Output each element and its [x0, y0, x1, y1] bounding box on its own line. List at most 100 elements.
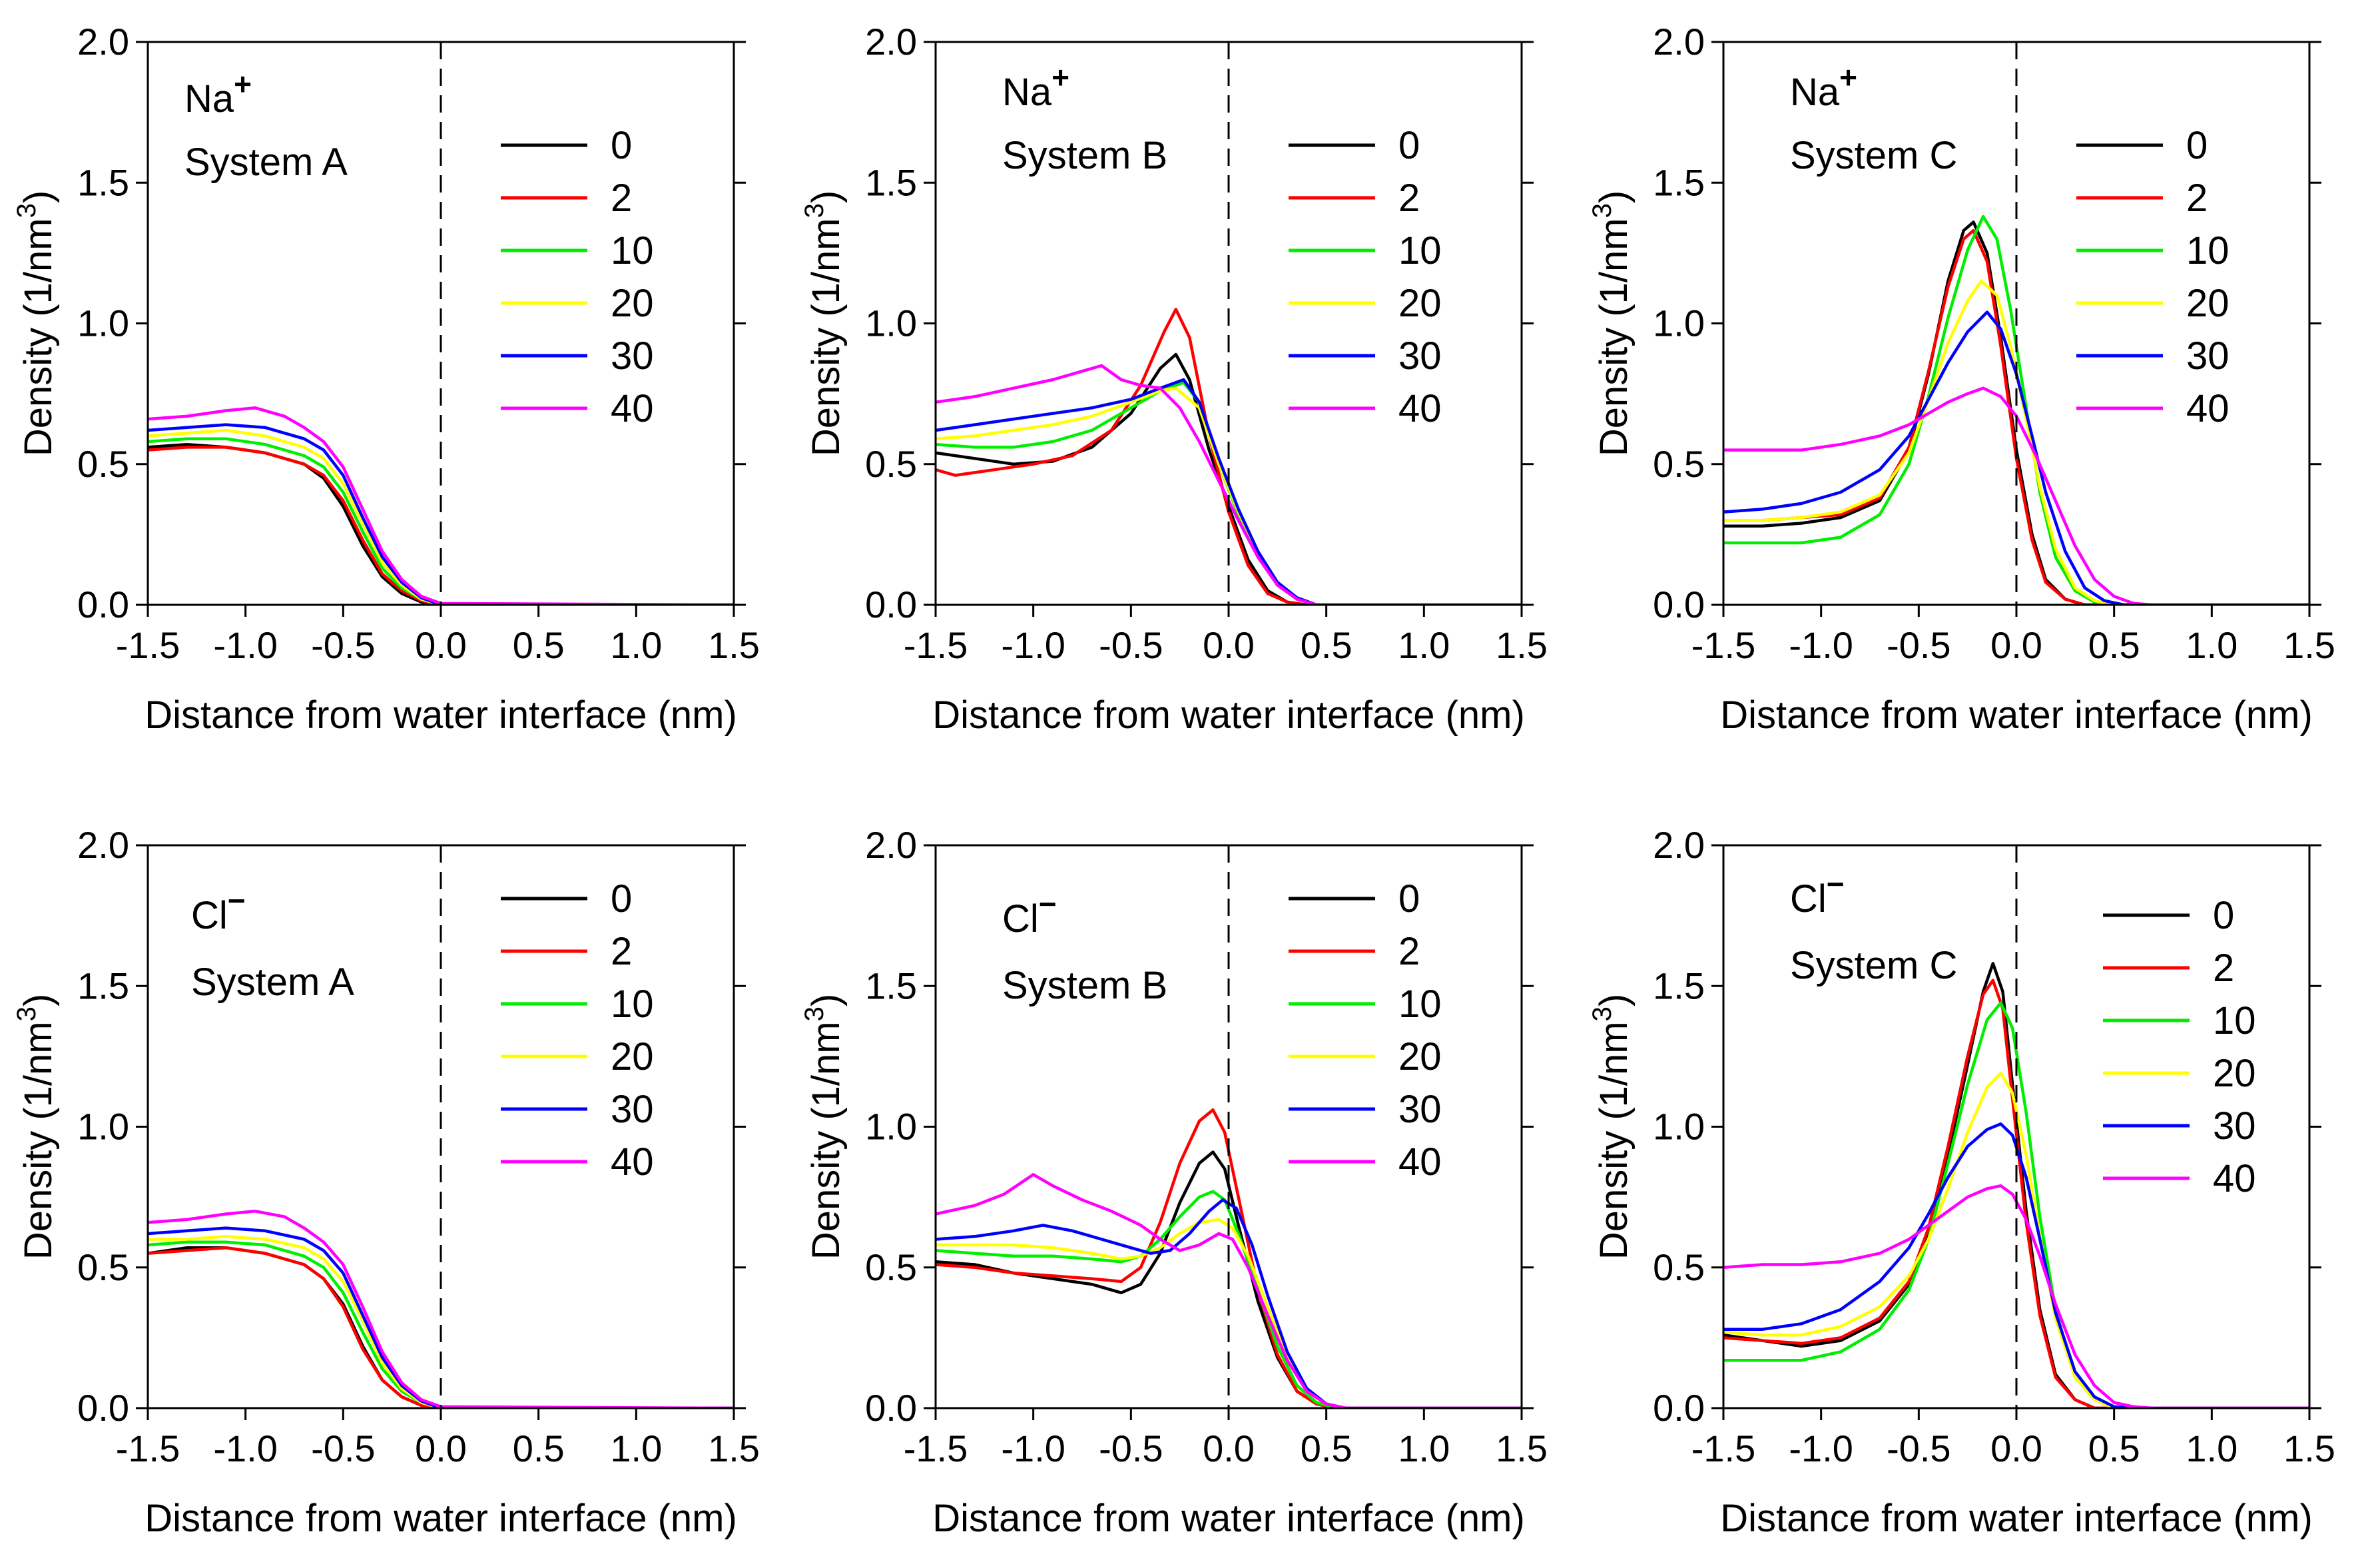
y-tick-label: 1.0 [865, 1106, 917, 1148]
legend-label: 20 [1398, 282, 1442, 325]
x-tick-label: 1.0 [610, 1427, 662, 1469]
legend-label: 20 [2213, 1052, 2256, 1095]
ion-label: Na+ [1002, 60, 1069, 114]
x-tick-label: 0.5 [1301, 624, 1352, 666]
y-tick-label: 0.0 [865, 584, 917, 625]
y-tick-label: 2.0 [1653, 21, 1705, 63]
legend-label: 2 [1398, 930, 1420, 973]
y-tick-label: 1.5 [865, 161, 917, 203]
y-axis-label-main: Density (1/nm [1592, 1021, 1636, 1260]
y-axis-label-main: Density (1/nm [804, 218, 848, 456]
legend-label: 30 [611, 334, 654, 378]
x-tick-label: 0.0 [1990, 1427, 2042, 1469]
series-line [936, 308, 1522, 605]
x-tick-label: 0.0 [1203, 1427, 1255, 1469]
series-line [1723, 1071, 2309, 1408]
legend-label: 2 [2213, 947, 2234, 990]
legend-label: 40 [2186, 387, 2230, 430]
legend-label: 2 [611, 177, 632, 220]
ion-charge: + [234, 67, 252, 101]
chart-panel: 0.0 0.5 1.0 1.5 2.0 -1.5 -1.0 -0.5 0.0 0.5 1.0 1.5 D… [1588, 824, 2335, 1540]
x-tick-label: 1.0 [2186, 1427, 2237, 1469]
y-tick-label: 1.0 [77, 302, 129, 344]
legend-label: 30 [1398, 1088, 1442, 1131]
series-line [1723, 228, 2309, 605]
x-axis-label: Distance from water interface (nm) [1720, 693, 2313, 737]
x-tick-label: -1.5 [116, 624, 180, 666]
series-line [1723, 386, 2309, 605]
y-tick-label: 1.5 [77, 965, 129, 1006]
y-axis-label-superscript: 3 [800, 203, 829, 218]
y-tick-label: 0.5 [77, 1246, 129, 1288]
series-group [148, 406, 734, 605]
legend-label: 10 [1398, 229, 1442, 272]
x-tick-label: 0.5 [513, 624, 565, 666]
y-tick-label: 0.0 [77, 1387, 129, 1429]
chart-panel: 0.0 0.5 1.0 1.5 2.0 -1.5 -1.0 -0.5 0.0 0.5 1.0 1.5 D… [12, 824, 760, 1540]
ion-charge: + [1051, 60, 1069, 95]
y-tick-label: 2.0 [865, 824, 917, 866]
x-tick-label: -0.5 [311, 1427, 376, 1469]
series-line [936, 1190, 1522, 1408]
legend-label: 10 [611, 982, 654, 1026]
legend-label: 40 [1398, 1140, 1442, 1184]
y-axis-label: Density (1/nm3) [1588, 994, 1636, 1260]
y-tick-label: 0.5 [1653, 1246, 1705, 1288]
y-tick-label: 1.0 [1653, 302, 1705, 344]
series-group [936, 308, 1522, 605]
x-tick-label: 1.0 [1398, 624, 1450, 666]
system-label: System B [1002, 134, 1167, 177]
x-tick-label: 1.0 [610, 624, 662, 666]
legend-label: 20 [611, 282, 654, 325]
series-line [1723, 1184, 2309, 1408]
legend-label: 10 [2186, 229, 2230, 272]
legend-label: 2 [611, 930, 632, 973]
x-axis-label: Distance from water interface (nm) [1720, 1497, 2313, 1540]
legend-label: 10 [1398, 982, 1442, 1026]
y-tick-label: 0.5 [865, 443, 917, 485]
x-tick-label: 1.5 [1496, 1427, 1548, 1469]
y-axis-label-close: ) [1592, 191, 1636, 203]
y-tick-label: 1.5 [77, 161, 129, 203]
ion-symbol: Na [1002, 71, 1052, 114]
x-tick-label: 1.5 [708, 1427, 760, 1469]
ion-label: Na+ [184, 67, 252, 121]
legend-label: 10 [2213, 999, 2256, 1042]
x-axis-label: Distance from water interface (nm) [145, 693, 737, 737]
x-tick-label: 1.0 [1398, 1427, 1450, 1469]
x-tick-label: -1.0 [1001, 1427, 1065, 1469]
x-tick-label: -1.5 [1691, 1427, 1756, 1469]
x-tick-label: 1.5 [1496, 624, 1548, 666]
x-tick-label: -1.0 [1789, 624, 1853, 666]
y-axis-label-superscript: 3 [1588, 1006, 1617, 1021]
system-label: System A [184, 141, 348, 184]
x-tick-label: -0.5 [311, 624, 376, 666]
legend-label: 30 [1398, 334, 1442, 378]
series-line [1723, 1122, 2309, 1408]
y-tick-label: 0.5 [77, 443, 129, 485]
y-axis-label-main: Density (1/nm [17, 1021, 60, 1260]
system-label: System C [1790, 944, 1957, 987]
y-tick-label: 2.0 [77, 21, 129, 63]
x-tick-label: 1.5 [708, 624, 760, 666]
ion-label: Cl− [1790, 867, 1845, 921]
series-line [1723, 978, 2309, 1408]
ion-symbol: Cl [191, 894, 228, 937]
legend-label: 40 [1398, 387, 1442, 430]
y-tick-label: 2.0 [865, 21, 917, 63]
series-line [1723, 310, 2309, 605]
series-line [148, 406, 734, 605]
y-axis-label: Density (1/nm3) [12, 191, 60, 456]
legend-label: 0 [611, 877, 632, 921]
legend-label: 40 [611, 1140, 654, 1184]
legend-label: 40 [2213, 1157, 2256, 1200]
y-axis-label: Density (1/nm3) [800, 994, 848, 1260]
series-line [936, 1173, 1522, 1408]
y-tick-label: 1.5 [865, 965, 917, 1006]
y-axis-label-main: Density (1/nm [804, 1021, 848, 1260]
ion-symbol: Na [184, 77, 234, 121]
x-axis-label: Distance from water interface (nm) [145, 1497, 737, 1540]
x-tick-label: -1.5 [1691, 624, 1756, 666]
x-tick-label: 0.5 [2088, 624, 2140, 666]
